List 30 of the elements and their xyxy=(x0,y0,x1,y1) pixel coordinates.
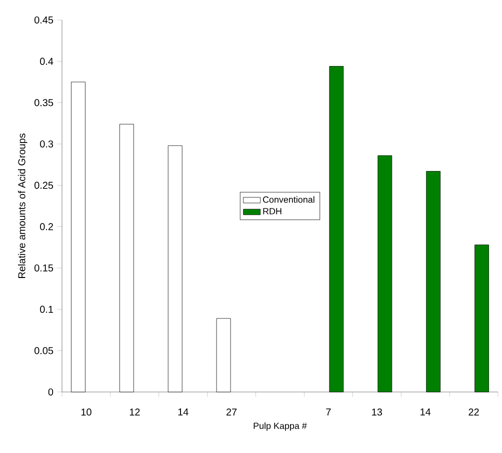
bar xyxy=(378,155,392,392)
bar xyxy=(474,244,489,392)
x-tick-label: 14 xyxy=(420,408,431,416)
y-axis-title: Relative amounts of Acid Groups xyxy=(18,134,28,278)
bar xyxy=(329,66,344,392)
y-tick-label: 0.25 xyxy=(34,182,54,189)
y-tick-label: 0 xyxy=(48,388,54,396)
legend-label: RDH xyxy=(263,208,282,214)
y-tick-label: 0.45 xyxy=(34,16,54,24)
x-tick-label: 12 xyxy=(130,408,140,416)
bar xyxy=(119,124,134,392)
x-tick-label: 7 xyxy=(326,408,331,416)
x-tick-label: 13 xyxy=(372,408,382,416)
bar xyxy=(216,318,231,392)
x-tick-label: 22 xyxy=(468,408,479,416)
y-tick-label: 0.4 xyxy=(40,58,54,65)
x-tick-label: 14 xyxy=(178,408,188,416)
legend-label: Conventional xyxy=(262,196,314,203)
bar xyxy=(426,171,441,392)
y-tick-label: 0.3 xyxy=(40,140,54,148)
y-tick-label: 0.1 xyxy=(40,306,54,313)
bar xyxy=(168,145,182,392)
bar xyxy=(71,82,86,392)
y-tick-label: 0.15 xyxy=(34,264,54,272)
y-tick-label: 0.2 xyxy=(40,223,53,230)
x-tick-label: 27 xyxy=(226,408,237,416)
x-tick-label: 10 xyxy=(81,408,92,416)
y-tick-label: 0.35 xyxy=(34,99,54,106)
y-tick-label: 0.05 xyxy=(34,347,54,354)
x-axis-title: Pulp Kappa # xyxy=(254,422,307,431)
